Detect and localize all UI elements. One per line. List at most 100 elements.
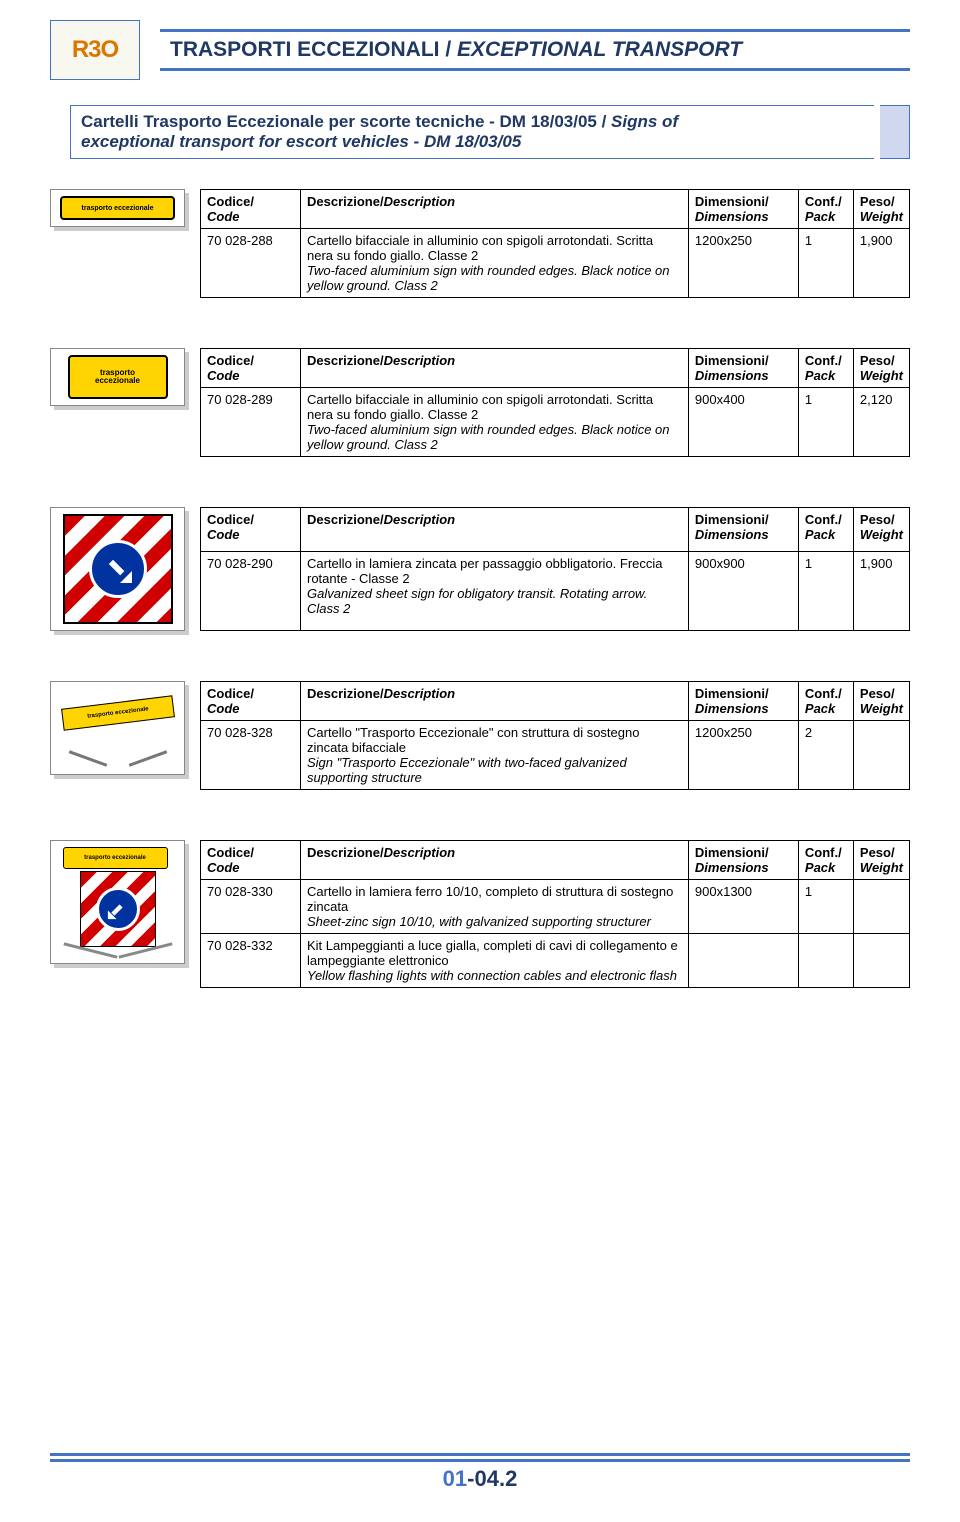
col-desc: Descrizione/Description: [301, 190, 689, 229]
product-table: Codice/CodeDescrizione/DescriptionDimens…: [200, 681, 910, 790]
cell-dim: 900x400: [688, 388, 798, 457]
products-container: trasporto eccezionaleCodice/CodeDescrizi…: [50, 189, 910, 988]
col-peso: Peso/Weight: [853, 841, 909, 880]
footer-line: [50, 1453, 910, 1456]
col-dim: Dimensioni/Dimensions: [688, 349, 798, 388]
cell-code: 70 028-290: [201, 552, 301, 631]
col-conf: Conf./Pack: [798, 682, 853, 721]
cell-dim: 900x900: [688, 552, 798, 631]
cell-conf: 1: [798, 229, 853, 298]
thumb-wrap: [50, 507, 200, 631]
product-block: Codice/CodeDescrizione/DescriptionDimens…: [50, 507, 910, 631]
thumb: trasportoeccezionale: [50, 348, 185, 406]
table-row: 70 028-330Cartello in lamiera ferro 10/1…: [201, 880, 910, 934]
product-block: trasporto eccezionale Codice/CodeDescrizi…: [50, 840, 910, 988]
col-peso: Peso/Weight: [853, 190, 909, 229]
thumb-inner: trasportoeccezionale: [57, 355, 178, 399]
thumb: [50, 507, 185, 631]
thumb: trasporto eccezionale: [50, 189, 185, 227]
cell-conf: 1: [798, 552, 853, 631]
col-code: Codice/Code: [201, 349, 301, 388]
cell-dim: 1200x250: [688, 721, 798, 790]
table-header-row: Codice/CodeDescrizione/DescriptionDimens…: [201, 508, 910, 552]
subtitle-row: Cartelli Trasporto Eccezionale per scort…: [50, 105, 910, 159]
table-row: 70 028-289Cartello bifacciale in allumin…: [201, 388, 910, 457]
cell-desc: Cartello in lamiera zincata per passaggi…: [301, 552, 689, 631]
col-peso: Peso/Weight: [853, 682, 909, 721]
thumb-inner: trasporto eccezionale: [57, 688, 178, 768]
page-title: TRASPORTI ECCEZIONALI / EXCEPTIONAL TRAN…: [170, 38, 742, 61]
cell-conf: 1: [798, 880, 853, 934]
cell-peso: [853, 721, 909, 790]
col-conf: Conf./Pack: [798, 349, 853, 388]
sign-icon: trasporto eccezionale: [58, 847, 178, 957]
cell-dim: 1200x250: [688, 229, 798, 298]
cell-desc: Cartello "Trasporto Eccezionale" con str…: [301, 721, 689, 790]
sign-icon: trasporto eccezionale: [60, 196, 175, 220]
product-table: Codice/CodeDescrizione/DescriptionDimens…: [200, 840, 910, 988]
col-peso: Peso/Weight: [853, 508, 909, 552]
cell-peso: [853, 934, 909, 988]
col-desc: Descrizione/Description: [301, 349, 689, 388]
col-dim: Dimensioni/Dimensions: [688, 190, 798, 229]
footer: 01-04.2: [50, 1450, 910, 1492]
cell-peso: 1,900: [853, 229, 909, 298]
col-desc: Descrizione/Description: [301, 682, 689, 721]
thumb-wrap: trasporto eccezionale: [50, 840, 200, 988]
col-desc: Descrizione/Description: [301, 508, 689, 552]
footer-line: [50, 1459, 910, 1462]
col-conf: Conf./Pack: [798, 508, 853, 552]
cell-code: 70 028-289: [201, 388, 301, 457]
thumb-wrap: trasportoeccezionale: [50, 348, 200, 457]
subtitle-accent: [880, 105, 910, 159]
table-row: 70 028-290Cartello in lamiera zincata pe…: [201, 552, 910, 631]
thumb-wrap: trasporto eccezionale: [50, 189, 200, 298]
cell-code: 70 028-330: [201, 880, 301, 934]
col-conf: Conf./Pack: [798, 190, 853, 229]
table-row: 70 028-328Cartello "Trasporto Eccezional…: [201, 721, 910, 790]
product-block: trasporto eccezionale Codice/CodeDescrizi…: [50, 681, 910, 790]
col-peso: Peso/Weight: [853, 349, 909, 388]
logo-text: R3O: [72, 36, 118, 64]
table-header-row: Codice/CodeDescrizione/DescriptionDimens…: [201, 682, 910, 721]
table-header-row: Codice/CodeDescrizione/DescriptionDimens…: [201, 841, 910, 880]
cell-dim: [688, 934, 798, 988]
cell-desc: Cartello in lamiera ferro 10/10, complet…: [301, 880, 689, 934]
sign-icon: [63, 514, 173, 624]
col-code: Codice/Code: [201, 190, 301, 229]
subtitle-text: Cartelli Trasporto Eccezionale per scort…: [81, 112, 864, 152]
title-bar: TRASPORTI ECCEZIONALI / EXCEPTIONAL TRAN…: [160, 29, 910, 71]
sign-icon: trasportoeccezionale: [68, 355, 168, 399]
cell-code: 70 028-332: [201, 934, 301, 988]
product-block: trasportoeccezionale Codice/CodeDescrizio…: [50, 348, 910, 457]
col-dim: Dimensioni/Dimensions: [688, 508, 798, 552]
logo: R3O: [50, 20, 140, 80]
sign-icon: trasporto eccezionale: [58, 688, 178, 768]
col-code: Codice/Code: [201, 841, 301, 880]
product-table: Codice/CodeDescrizione/DescriptionDimens…: [200, 507, 910, 631]
table-header-row: Codice/CodeDescrizione/DescriptionDimens…: [201, 190, 910, 229]
cell-conf: [798, 934, 853, 988]
thumb-inner: trasporto eccezionale: [57, 196, 178, 220]
thumb: trasporto eccezionale: [50, 840, 185, 964]
product-table: Codice/CodeDescrizione/DescriptionDimens…: [200, 189, 910, 298]
thumb-inner: trasporto eccezionale: [57, 847, 178, 957]
table-row: 70 028-332Kit Lampeggianti a luce gialla…: [201, 934, 910, 988]
table-header-row: Codice/CodeDescrizione/DescriptionDimens…: [201, 349, 910, 388]
cell-desc: Cartello bifacciale in alluminio con spi…: [301, 388, 689, 457]
table-row: 70 028-288Cartello bifacciale in allumin…: [201, 229, 910, 298]
cell-code: 70 028-328: [201, 721, 301, 790]
cell-conf: 2: [798, 721, 853, 790]
cell-desc: Cartello bifacciale in alluminio con spi…: [301, 229, 689, 298]
product-table: Codice/CodeDescrizione/DescriptionDimens…: [200, 348, 910, 457]
col-desc: Descrizione/Description: [301, 841, 689, 880]
thumb-wrap: trasporto eccezionale: [50, 681, 200, 790]
cell-dim: 900x1300: [688, 880, 798, 934]
page-number: 01-04.2: [50, 1466, 910, 1492]
cell-conf: 1: [798, 388, 853, 457]
cell-peso: 1,900: [853, 552, 909, 631]
cell-code: 70 028-288: [201, 229, 301, 298]
cell-peso: 2,120: [853, 388, 909, 457]
header: R3O TRASPORTI ECCEZIONALI / EXCEPTIONAL …: [50, 20, 910, 80]
page: R3O TRASPORTI ECCEZIONALI / EXCEPTIONAL …: [0, 0, 960, 1058]
